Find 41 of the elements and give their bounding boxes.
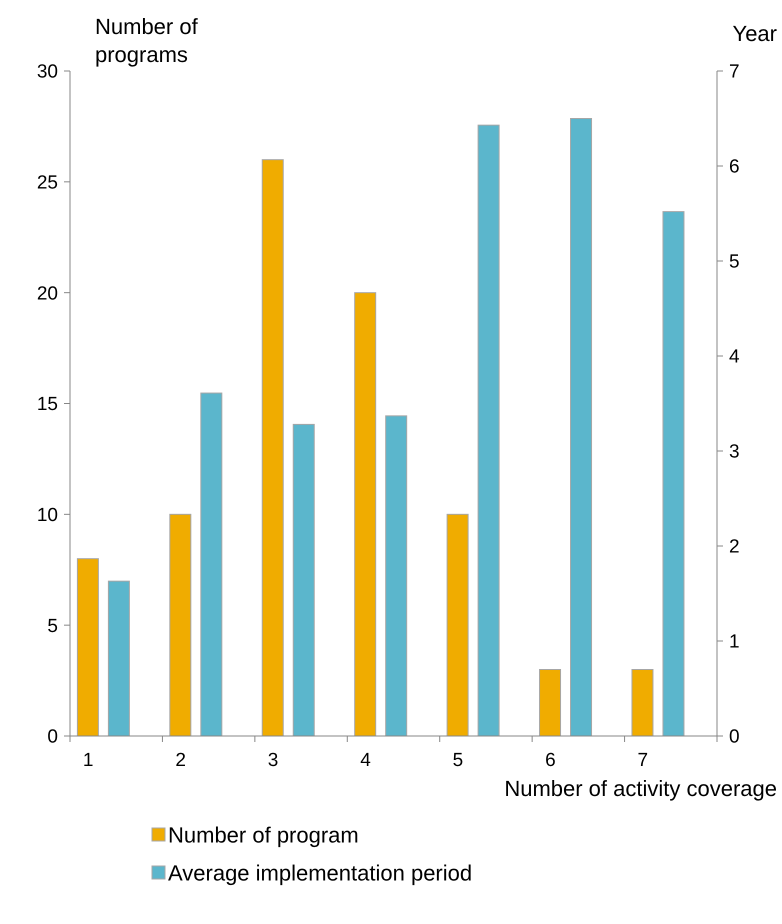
y-tick-label: 0 bbox=[47, 726, 58, 748]
y2-tick-label: 6 bbox=[729, 156, 740, 178]
x-tick-label: 4 bbox=[360, 750, 372, 771]
bar bbox=[292, 424, 315, 736]
bar bbox=[262, 159, 284, 736]
bar bbox=[385, 415, 408, 736]
bar bbox=[76, 558, 99, 736]
y2-tick-label: 2 bbox=[729, 536, 740, 558]
bar bbox=[662, 211, 684, 736]
legend-label: Number of program bbox=[168, 822, 359, 848]
x-tick-label: 3 bbox=[268, 750, 278, 771]
x-tick-label: 1 bbox=[82, 750, 94, 771]
bar bbox=[200, 392, 222, 736]
y-tick-label: 20 bbox=[36, 283, 58, 304]
y-tick-label: 25 bbox=[36, 172, 58, 194]
y-tick-label: 30 bbox=[36, 62, 58, 83]
y-axis-title: Number of programs bbox=[95, 14, 199, 67]
bar bbox=[169, 514, 192, 736]
y-tick-label: 5 bbox=[47, 616, 58, 637]
legend-label: Average implementation period bbox=[168, 860, 472, 886]
y2-axis-title: Year bbox=[732, 21, 777, 46]
y-tick-label: 15 bbox=[36, 394, 58, 416]
bar bbox=[354, 292, 376, 736]
bar bbox=[570, 118, 592, 736]
bar bbox=[108, 580, 130, 736]
bar bbox=[478, 124, 500, 736]
y2-tick-label: 7 bbox=[729, 62, 740, 83]
x-tick-label: 2 bbox=[175, 750, 186, 771]
y2-tick-label: 5 bbox=[729, 252, 740, 273]
y-tick-label: 10 bbox=[36, 504, 58, 526]
x-tick-label: 6 bbox=[545, 750, 556, 771]
bar bbox=[446, 514, 469, 736]
x-tick-label: 5 bbox=[452, 750, 464, 771]
x-axis-title: Number of activity coverage bbox=[504, 776, 777, 801]
y2-tick-label: 4 bbox=[729, 346, 740, 368]
x-tick-label: 7 bbox=[637, 750, 648, 771]
bar bbox=[631, 669, 654, 736]
y2-tick-label: 1 bbox=[729, 632, 740, 653]
y2-tick-label: 3 bbox=[729, 442, 740, 463]
y2-tick-label: 0 bbox=[729, 726, 740, 748]
bar bbox=[539, 669, 562, 736]
